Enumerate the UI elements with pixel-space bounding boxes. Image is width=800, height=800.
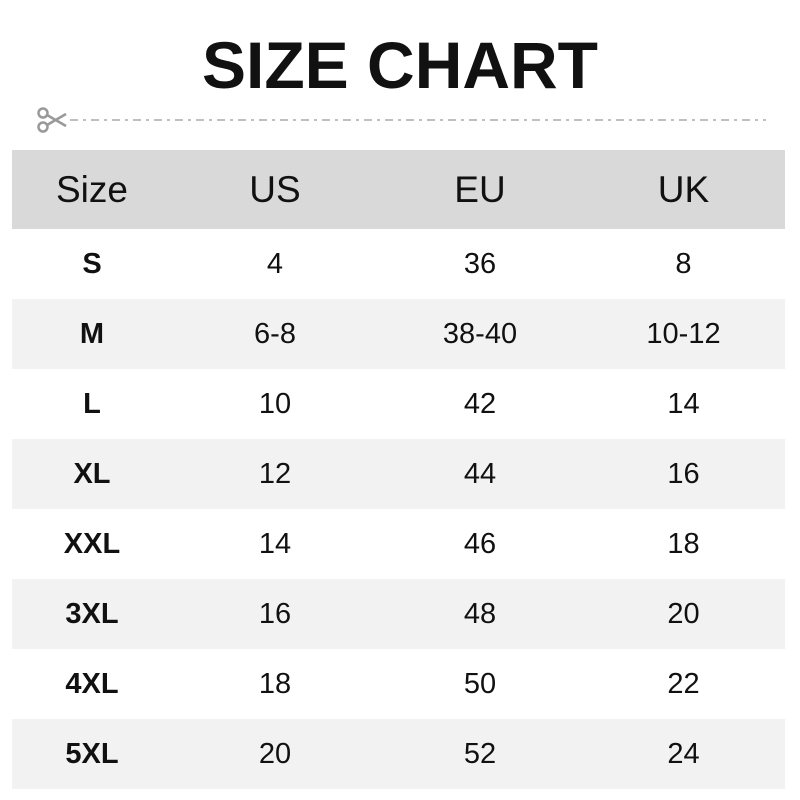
cell-uk: 22 (667, 667, 700, 700)
table-header-row: Size US EU UK (12, 150, 785, 229)
cell-size: M (79, 317, 105, 350)
cell-size: 3XL (65, 597, 119, 630)
cell-us: 20 (258, 737, 292, 770)
cell-size: L (83, 387, 101, 420)
table-row: XL 12 44 16 (12, 439, 785, 509)
cell-size: 5XL (65, 737, 119, 770)
table-row: S 4 36 8 (12, 229, 785, 299)
size-table: Size US EU UK S 4 36 8 M 6-8 38-40 10-12 L 10 42 14… (12, 150, 785, 789)
table-row: L 10 42 14 (12, 369, 785, 439)
cell-eu: 36 (463, 247, 497, 280)
cell-us: 12 (258, 457, 292, 490)
cell-size: S (82, 247, 102, 280)
cell-uk: 8 (675, 247, 692, 280)
cell-eu: 42 (463, 387, 497, 420)
cell-size: XL (73, 457, 111, 490)
cell-uk: 20 (667, 597, 700, 630)
cell-eu: 46 (463, 527, 497, 560)
cell-eu: 44 (463, 457, 497, 490)
table-row: 4XL 18 50 22 (12, 649, 785, 719)
cell-uk: 10-12 (646, 317, 721, 350)
cell-uk: 16 (667, 457, 700, 490)
cell-uk: 18 (667, 527, 700, 560)
cell-uk: 14 (667, 387, 700, 420)
cell-us: 16 (258, 597, 292, 630)
cell-us: 10 (258, 387, 292, 420)
cell-eu: 38-40 (442, 317, 518, 350)
cell-us: 18 (258, 667, 292, 700)
cell-us: 6-8 (254, 317, 296, 350)
table-row: 3XL 16 48 20 (12, 579, 785, 649)
cell-us: 4 (266, 247, 284, 280)
table-row: M 6-8 38-40 10-12 (12, 299, 785, 369)
cell-size: XXL (63, 527, 121, 560)
header-uk: UK (657, 168, 710, 210)
header-us: US (249, 168, 301, 210)
scissors-icon (37, 107, 67, 133)
cut-line (37, 107, 766, 133)
cell-eu: 48 (463, 597, 497, 630)
cell-eu: 50 (463, 667, 497, 700)
cell-size: 4XL (65, 667, 119, 700)
cell-uk: 24 (667, 737, 700, 770)
page-title: SIZE CHART (202, 28, 598, 102)
table-row: XXL 14 46 18 (12, 509, 785, 579)
table-row: 5XL 20 52 24 (12, 719, 785, 789)
header-eu: EU (454, 168, 506, 210)
cell-us: 14 (258, 527, 292, 560)
cell-eu: 52 (463, 737, 497, 770)
header-size: Size (56, 168, 128, 210)
